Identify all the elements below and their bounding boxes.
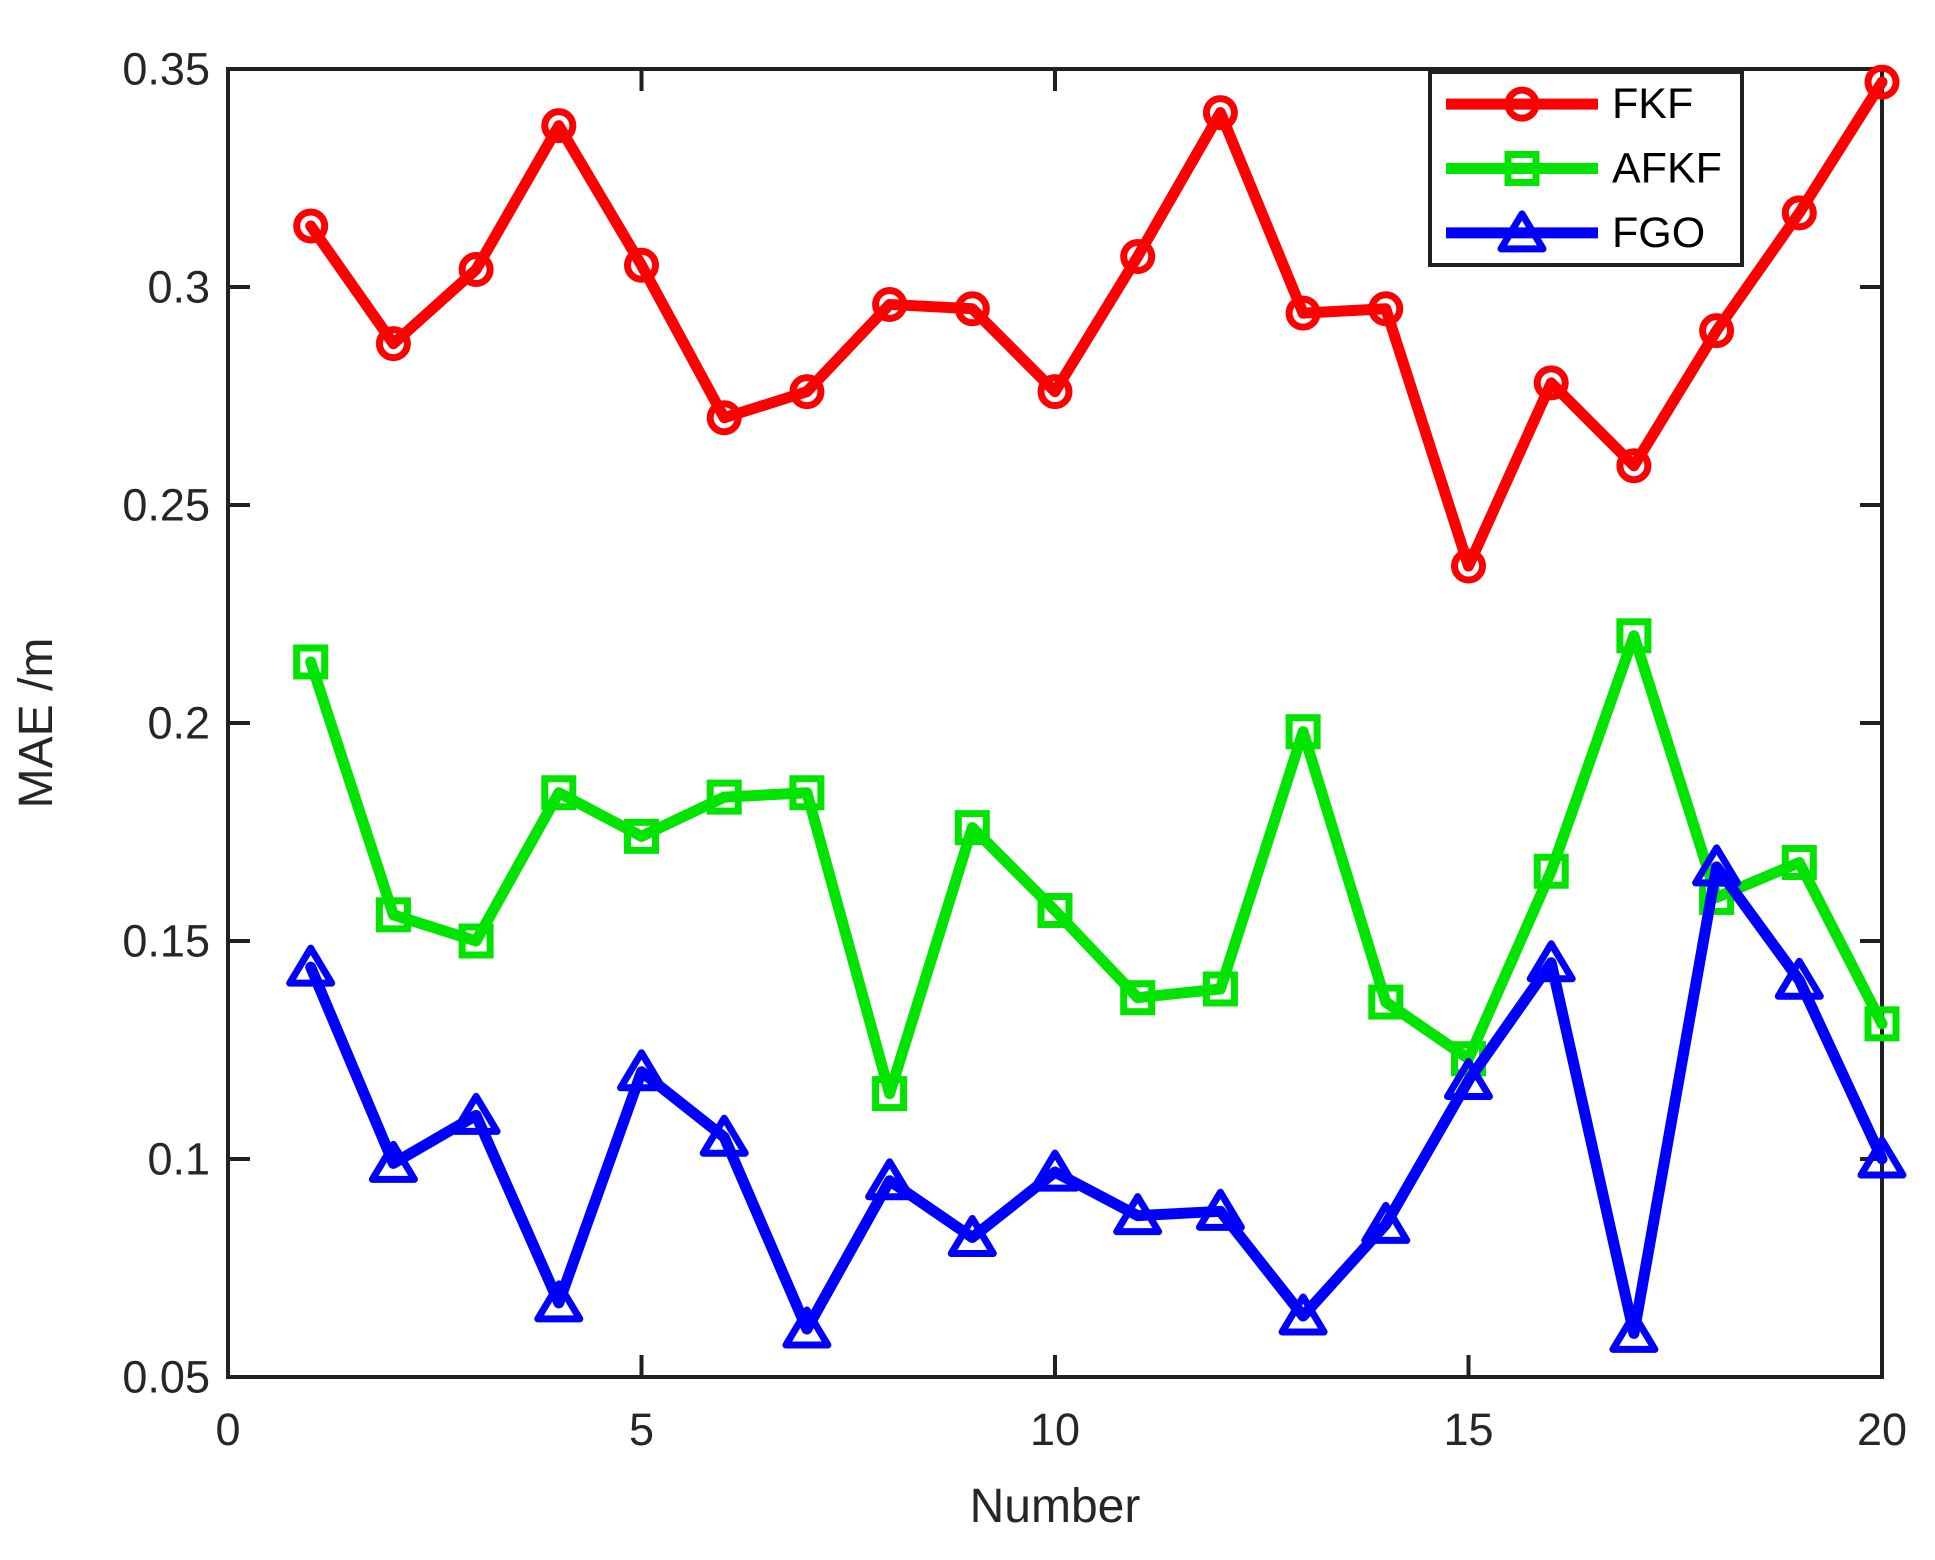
marker-FKF-19 (1781, 195, 1817, 231)
marker-FGO-16 (1526, 940, 1576, 983)
marker-FGO-5 (617, 1049, 666, 1092)
marker-FKF-9 (954, 291, 990, 327)
marker-FKF-20 (1864, 64, 1900, 100)
marker-FGO-8 (865, 1158, 915, 1201)
marker-AFKF-3 (458, 923, 494, 959)
marker-FKF-17 (1616, 448, 1652, 484)
marker-FKF-10 (1037, 374, 1073, 410)
marker-FKF-14 (1368, 291, 1404, 327)
y-tick-label: 0.1 (147, 1134, 210, 1185)
marker-FGO-3 (451, 1092, 501, 1135)
marker-FKF-4 (541, 108, 577, 144)
x-tick-label: 0 (215, 1404, 240, 1455)
marker-FGO-2 (368, 1140, 418, 1183)
marker-AFKF-8 (872, 1076, 908, 1112)
y-tick-label: 0.15 (122, 916, 210, 967)
y-tick-label: 0.3 (147, 262, 210, 313)
y-axis-title: MAE /m (10, 638, 63, 809)
legend-marker-FGO (1497, 210, 1547, 253)
x-tick-label: 20 (1857, 1404, 1907, 1455)
legend-label-AFKF: AFKF (1612, 145, 1722, 193)
marker-AFKF-12 (1202, 971, 1238, 1007)
x-axis-title: Number (970, 1480, 1141, 1533)
marker-FKF-2 (375, 326, 411, 362)
marker-FGO-20 (1857, 1136, 1907, 1179)
legend-marker-AFKF (1504, 151, 1540, 186)
x-tick-label: 10 (1030, 1404, 1080, 1455)
marker-AFKF-14 (1368, 984, 1404, 1020)
marker-AFKF-17 (1616, 618, 1652, 654)
marker-FGO-7 (782, 1306, 832, 1349)
marker-AFKF-20 (1864, 1006, 1900, 1042)
legend-marker-FKF (1504, 86, 1540, 122)
marker-FKF-12 (1202, 95, 1238, 131)
marker-AFKF-11 (1120, 980, 1156, 1016)
marker-AFKF-19 (1781, 845, 1817, 881)
marker-FKF-13 (1285, 295, 1321, 331)
marker-FGO-11 (1113, 1193, 1163, 1236)
marker-AFKF-4 (541, 775, 577, 811)
marker-FKF-3 (458, 252, 494, 288)
x-tick-label: 15 (1443, 1404, 1493, 1455)
marker-FGO-15 (1444, 1058, 1493, 1101)
marker-FKF-1 (293, 208, 329, 244)
marker-FKF-18 (1699, 313, 1735, 349)
legend-label-FKF: FKF (1612, 80, 1693, 128)
marker-AFKF-5 (624, 818, 659, 854)
marker-AFKF-6 (706, 779, 742, 815)
marker-FKF-6 (706, 400, 742, 436)
marker-FKF-7 (789, 374, 825, 410)
y-tick-label: 0.2 (147, 698, 210, 749)
marker-FKF-8 (872, 286, 908, 322)
series-line-FGO (305, 861, 1888, 1339)
marker-FGO-18 (1692, 844, 1742, 887)
marker-AFKF-9 (954, 810, 990, 846)
marker-AFKF-16 (1533, 853, 1569, 889)
marker-AFKF-7 (789, 775, 825, 811)
marker-FGO-14 (1361, 1201, 1411, 1244)
marker-FGO-9 (947, 1214, 997, 1257)
marker-FKF-11 (1120, 238, 1156, 274)
y-tick-label: 0.25 (122, 480, 210, 531)
marker-AFKF-10 (1037, 892, 1073, 928)
marker-FGO-6 (699, 1114, 749, 1157)
marker-FGO-19 (1774, 957, 1824, 1000)
marker-FKF-16 (1533, 365, 1569, 401)
marker-AFKF-13 (1285, 714, 1321, 750)
marker-FGO-4 (534, 1280, 584, 1323)
y-tick-label: 0.05 (122, 1352, 210, 1403)
y-tick-label: 0.35 (122, 44, 210, 95)
marker-AFKF-2 (375, 897, 411, 933)
marker-FGO-12 (1195, 1188, 1245, 1231)
marker-FGO-17 (1609, 1310, 1659, 1353)
x-tick-label: 5 (629, 1404, 654, 1455)
marker-FGO-10 (1030, 1149, 1080, 1192)
marker-FKF-15 (1451, 548, 1486, 584)
legend-label-FGO: FGO (1612, 209, 1705, 257)
marker-AFKF-1 (293, 644, 329, 680)
series-line-FKF (305, 76, 1888, 572)
marker-FGO-13 (1278, 1293, 1328, 1336)
marker-FGO-1 (286, 944, 336, 987)
marker-FKF-5 (624, 247, 659, 283)
